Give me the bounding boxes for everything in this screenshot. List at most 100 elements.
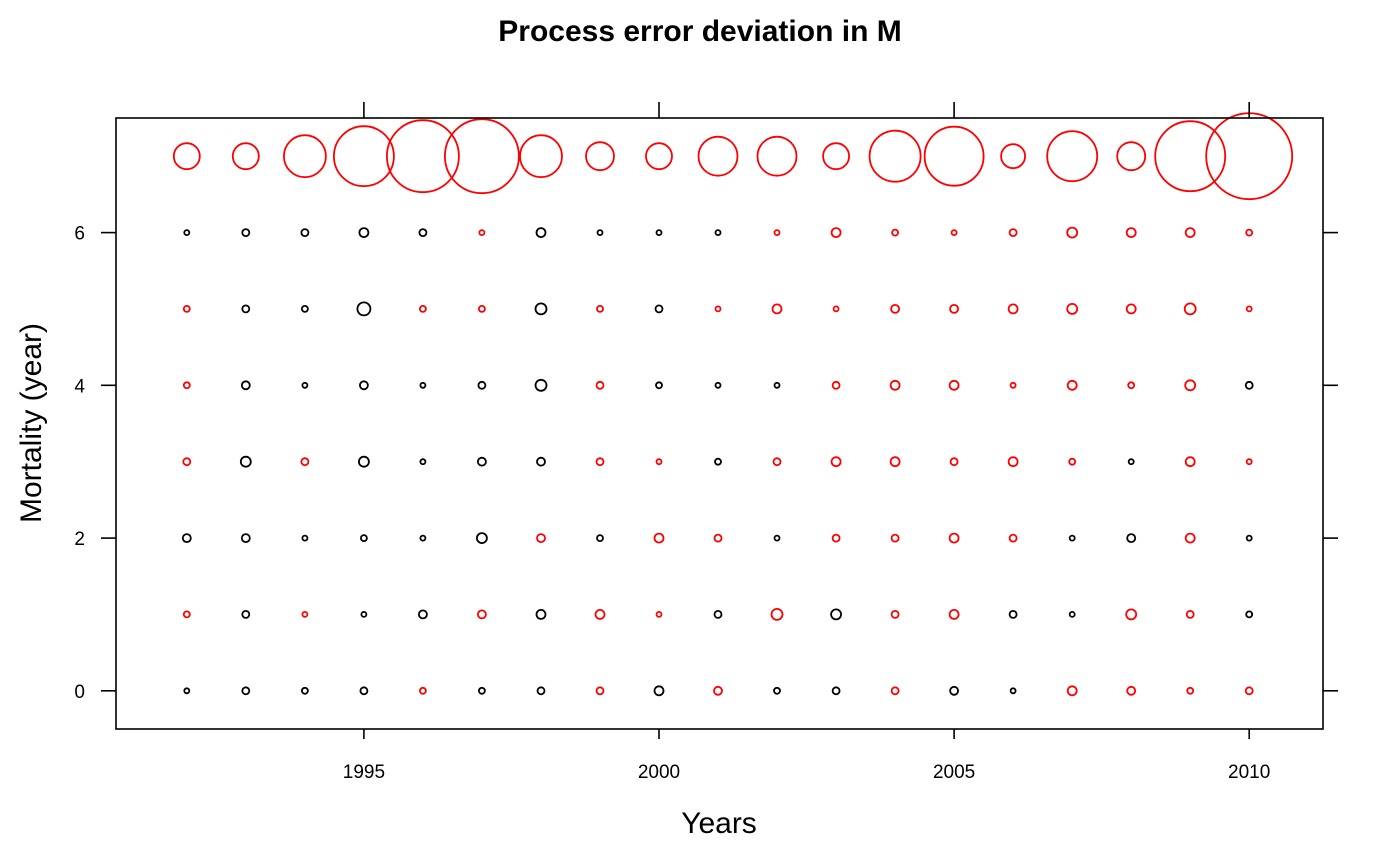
y-tick-label-2: 2 xyxy=(74,529,85,550)
bubble-1996-5 xyxy=(418,304,427,313)
bubble-2005-7 xyxy=(923,125,985,187)
bubble-1995-0 xyxy=(359,686,369,696)
bubble-1996-4 xyxy=(419,381,427,389)
bubble-1997-1 xyxy=(476,609,487,620)
bubble-2010-3 xyxy=(1245,458,1253,466)
bubble-1998-3 xyxy=(536,456,546,467)
bubble-2003-7 xyxy=(822,142,850,171)
y-axis-label: Mortality (year) xyxy=(15,323,48,523)
bubble-1996-3 xyxy=(419,458,427,466)
bubble-2006-3 xyxy=(1007,456,1019,468)
bubble-2000-6 xyxy=(655,229,663,237)
y-tick-label-6: 6 xyxy=(74,224,85,245)
bubble-1993-1 xyxy=(241,610,251,619)
bubble-2007-5 xyxy=(1066,302,1079,315)
bubble-2003-3 xyxy=(830,456,842,468)
bubble-1998-7 xyxy=(519,134,563,179)
bubble-2002-7 xyxy=(756,135,798,177)
bubble-2001-7 xyxy=(697,135,739,177)
bubble-1994-6 xyxy=(300,228,310,238)
bubble-1996-0 xyxy=(418,686,427,695)
bubble-1996-2 xyxy=(419,534,427,542)
bubble-1993-7 xyxy=(231,142,260,171)
bubble-1997-4 xyxy=(477,380,487,390)
bubble-2005-0 xyxy=(949,685,959,696)
bubble-1995-4 xyxy=(358,380,369,391)
bubble-1996-7 xyxy=(385,119,460,194)
bubble-1994-4 xyxy=(301,381,309,389)
bubble-2009-3 xyxy=(1184,456,1196,468)
bubble-1998-4 xyxy=(534,378,548,392)
chart-title: Process error deviation in M xyxy=(498,15,901,48)
bubble-2000-2 xyxy=(653,532,665,544)
bubble-1992-3 xyxy=(182,457,192,467)
bubble-2009-2 xyxy=(1184,532,1196,544)
bubble-2005-2 xyxy=(948,532,960,544)
bubble-2005-5 xyxy=(949,303,959,314)
bubble-2003-4 xyxy=(831,380,841,390)
bubble-2010-1 xyxy=(1245,610,1254,619)
bubble-2010-6 xyxy=(1245,228,1254,237)
bubble-1997-6 xyxy=(478,229,486,237)
bubble-2002-0 xyxy=(773,686,781,695)
bubble-2005-3 xyxy=(949,457,959,467)
bubble-2003-6 xyxy=(830,227,842,239)
bubble-1999-0 xyxy=(595,686,605,696)
bubble-2008-0 xyxy=(1126,685,1137,696)
bubble-2008-3 xyxy=(1127,458,1135,466)
bubble-2001-0 xyxy=(713,685,723,696)
bubble-2008-2 xyxy=(1126,533,1137,543)
bubble-2007-3 xyxy=(1068,457,1077,466)
bubble-2009-0 xyxy=(1186,686,1195,695)
bubble-2007-7 xyxy=(1046,130,1099,183)
bubble-2007-2 xyxy=(1068,534,1076,542)
bubble-2001-2 xyxy=(713,533,723,543)
bubble-1996-6 xyxy=(418,228,428,238)
bubble-1999-7 xyxy=(585,141,615,172)
y-tick-label-4: 4 xyxy=(74,376,85,397)
bubble-2004-1 xyxy=(890,610,900,619)
bubble-1992-6 xyxy=(183,229,191,237)
bubble-1999-4 xyxy=(595,380,605,390)
bubble-2004-6 xyxy=(891,228,899,237)
bubble-1996-1 xyxy=(417,609,428,620)
bubble-2003-0 xyxy=(831,686,841,696)
bubble-2009-6 xyxy=(1184,227,1196,239)
bubble-1995-3 xyxy=(357,455,370,468)
bubble-1998-6 xyxy=(535,227,547,239)
bubble-2004-3 xyxy=(889,456,901,468)
bubble-1995-1 xyxy=(360,611,368,618)
bubble-2009-4 xyxy=(1184,379,1197,392)
bubble-2007-0 xyxy=(1066,685,1078,697)
bubble-1997-3 xyxy=(476,456,487,467)
bubble-2010-2 xyxy=(1245,534,1253,542)
x-tick-label-2010: 2010 xyxy=(1228,762,1270,783)
bubble-2005-6 xyxy=(950,229,958,237)
plot-frame xyxy=(115,117,1324,730)
bubble-1995-7 xyxy=(332,125,395,188)
x-tick-label-1995: 1995 xyxy=(343,762,385,783)
bubble-1992-0 xyxy=(183,687,191,695)
bubble-2003-2 xyxy=(831,533,841,543)
bubble-2005-4 xyxy=(948,379,960,391)
bubble-1993-5 xyxy=(241,304,251,314)
bubble-1998-5 xyxy=(534,302,548,316)
bubble-2008-5 xyxy=(1125,303,1137,315)
bubble-2004-0 xyxy=(890,686,900,696)
bubble-2008-1 xyxy=(1125,608,1138,621)
bubble-1998-1 xyxy=(535,609,547,620)
bubble-2010-5 xyxy=(1245,305,1253,313)
bubble-2000-1 xyxy=(655,611,663,618)
bubble-1998-0 xyxy=(536,686,546,696)
bubble-2009-7 xyxy=(1154,120,1227,193)
bubble-2008-6 xyxy=(1125,227,1137,239)
bubble-1994-5 xyxy=(300,304,309,313)
bubble-1994-2 xyxy=(301,534,309,542)
bubble-1994-1 xyxy=(301,611,309,618)
bubble-2003-5 xyxy=(832,305,840,313)
bubble-2006-4 xyxy=(1009,381,1017,389)
bubble-1999-2 xyxy=(596,534,604,542)
bubble-2004-7 xyxy=(868,129,922,183)
bubble-1993-4 xyxy=(240,380,251,391)
bubble-2006-7 xyxy=(1000,143,1026,170)
